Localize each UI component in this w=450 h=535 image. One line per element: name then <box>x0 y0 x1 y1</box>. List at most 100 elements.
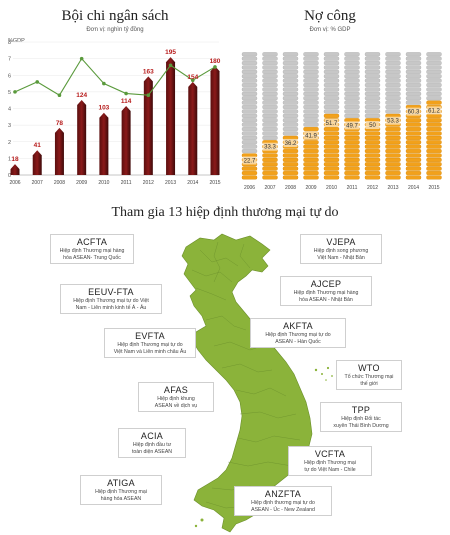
debt-coin <box>426 118 442 123</box>
debt-column: 51.7 <box>323 52 340 180</box>
debt-coin <box>282 52 299 57</box>
debt-coin <box>323 131 340 136</box>
debt-coin <box>241 87 258 92</box>
debt-value-label: 53.3 <box>387 119 399 125</box>
debt-label-bg <box>345 121 359 130</box>
debt-label-bg <box>406 107 421 116</box>
debt-coin <box>344 166 360 171</box>
debt-coin <box>405 144 422 149</box>
debt-coin <box>262 157 278 162</box>
budget-bar-label: 41 <box>34 142 42 149</box>
debt-coin <box>262 162 278 167</box>
debt-coin <box>282 61 299 66</box>
debt-coin <box>405 74 422 79</box>
debt-coin <box>241 61 258 66</box>
agreement-code: ACIA <box>140 431 164 441</box>
debt-coin <box>323 153 340 158</box>
debt-coin <box>405 83 422 88</box>
debt-coin <box>303 140 319 145</box>
agreement-desc: ASEAN - Hàn Quốc <box>275 338 321 345</box>
debt-coin <box>323 109 340 114</box>
debt-unit: Đơn vị: % GDP <box>309 27 351 33</box>
budget-bar-label: 180 <box>210 58 221 65</box>
debt-coin <box>282 100 299 105</box>
debt-coin <box>364 113 381 118</box>
agreement-desc: Hiệp định Thương mại hàng <box>59 248 125 254</box>
debt-coin <box>303 78 319 83</box>
debt-coin <box>262 113 278 118</box>
debt-coin <box>262 65 278 70</box>
agreement-desc: ASEAN về dịch vụ <box>154 402 198 409</box>
debt-coin <box>385 74 401 79</box>
debt-label-bg <box>427 106 441 115</box>
debt-coin <box>405 175 422 180</box>
debt-coin <box>323 104 340 110</box>
debt-coin <box>364 61 381 66</box>
debt-coin <box>241 148 258 154</box>
debt-x-label: 2013 <box>387 185 398 191</box>
debt-coin <box>364 52 381 57</box>
debt-coin <box>385 69 401 74</box>
debt-coin <box>364 166 381 171</box>
debt-coin <box>262 61 278 66</box>
debt-coin <box>385 91 401 96</box>
debt-coin <box>344 100 360 105</box>
budget-gdp-point <box>13 90 17 94</box>
debt-coin <box>323 91 340 96</box>
budget-y-tick: 7 <box>8 57 11 63</box>
debt-coin <box>282 148 299 154</box>
debt-coin <box>426 166 442 171</box>
debt-coin <box>282 96 299 101</box>
agreement-desc: Tổ chức Thương mại <box>344 374 394 380</box>
debt-coin <box>426 56 442 61</box>
debt-coin <box>364 144 381 149</box>
debt-label-bg <box>365 121 380 129</box>
agreement-desc: Hiệp định Thương mại tự do <box>117 342 183 348</box>
debt-coin <box>323 87 340 92</box>
debt-coin <box>303 162 319 167</box>
debt-coin <box>426 83 442 88</box>
debt-coin <box>241 113 258 118</box>
agreement-desc: ASEAN - Úc - New Zealand <box>251 506 315 513</box>
debt-coin <box>405 56 422 61</box>
debt-coin <box>241 131 258 136</box>
debt-x-label: 2007 <box>264 185 275 191</box>
debt-coin <box>344 52 360 57</box>
debt-coin <box>282 65 299 70</box>
budget-bar-label: 154 <box>187 74 198 81</box>
agreement-desc: Hiệp định thương mại tự do <box>251 500 315 506</box>
budget-x-label: 2010 <box>98 180 109 186</box>
debt-coin <box>405 135 422 140</box>
debt-coin <box>385 148 401 154</box>
debt-value-label: 36.2 <box>285 141 297 147</box>
debt-coin <box>405 69 422 74</box>
debt-coin <box>426 140 442 145</box>
debt-coin <box>385 166 401 171</box>
debt-coin <box>262 87 278 92</box>
debt-coin <box>364 78 381 83</box>
debt-coin <box>344 113 360 118</box>
debt-coin <box>385 140 401 145</box>
debt-label-bg <box>324 118 339 127</box>
debt-coin <box>303 91 319 96</box>
debt-coin <box>385 170 401 176</box>
debt-coin <box>262 118 278 123</box>
agreement-desc: Hiệp định Thương mại hàng <box>293 290 359 296</box>
debt-value-label: 50 <box>369 123 376 129</box>
budget-x-label: 2007 <box>32 180 43 186</box>
debt-coin <box>303 175 319 180</box>
debt-coin <box>405 162 422 167</box>
debt-column: 41.9 <box>303 52 319 180</box>
debt-coin <box>426 100 442 105</box>
debt-coin <box>241 56 258 61</box>
agreement-desc: toàn diện ASEAN <box>131 448 173 455</box>
debt-coin <box>323 126 340 132</box>
debt-coin <box>241 74 258 79</box>
debt-coin <box>282 126 299 132</box>
debt-coin <box>262 69 278 74</box>
debt-coin <box>282 69 299 74</box>
budget-bar <box>99 112 109 175</box>
budget-bar-label: 124 <box>76 92 87 99</box>
debt-title: Nợ công <box>304 8 356 24</box>
debt-coin <box>344 96 360 101</box>
